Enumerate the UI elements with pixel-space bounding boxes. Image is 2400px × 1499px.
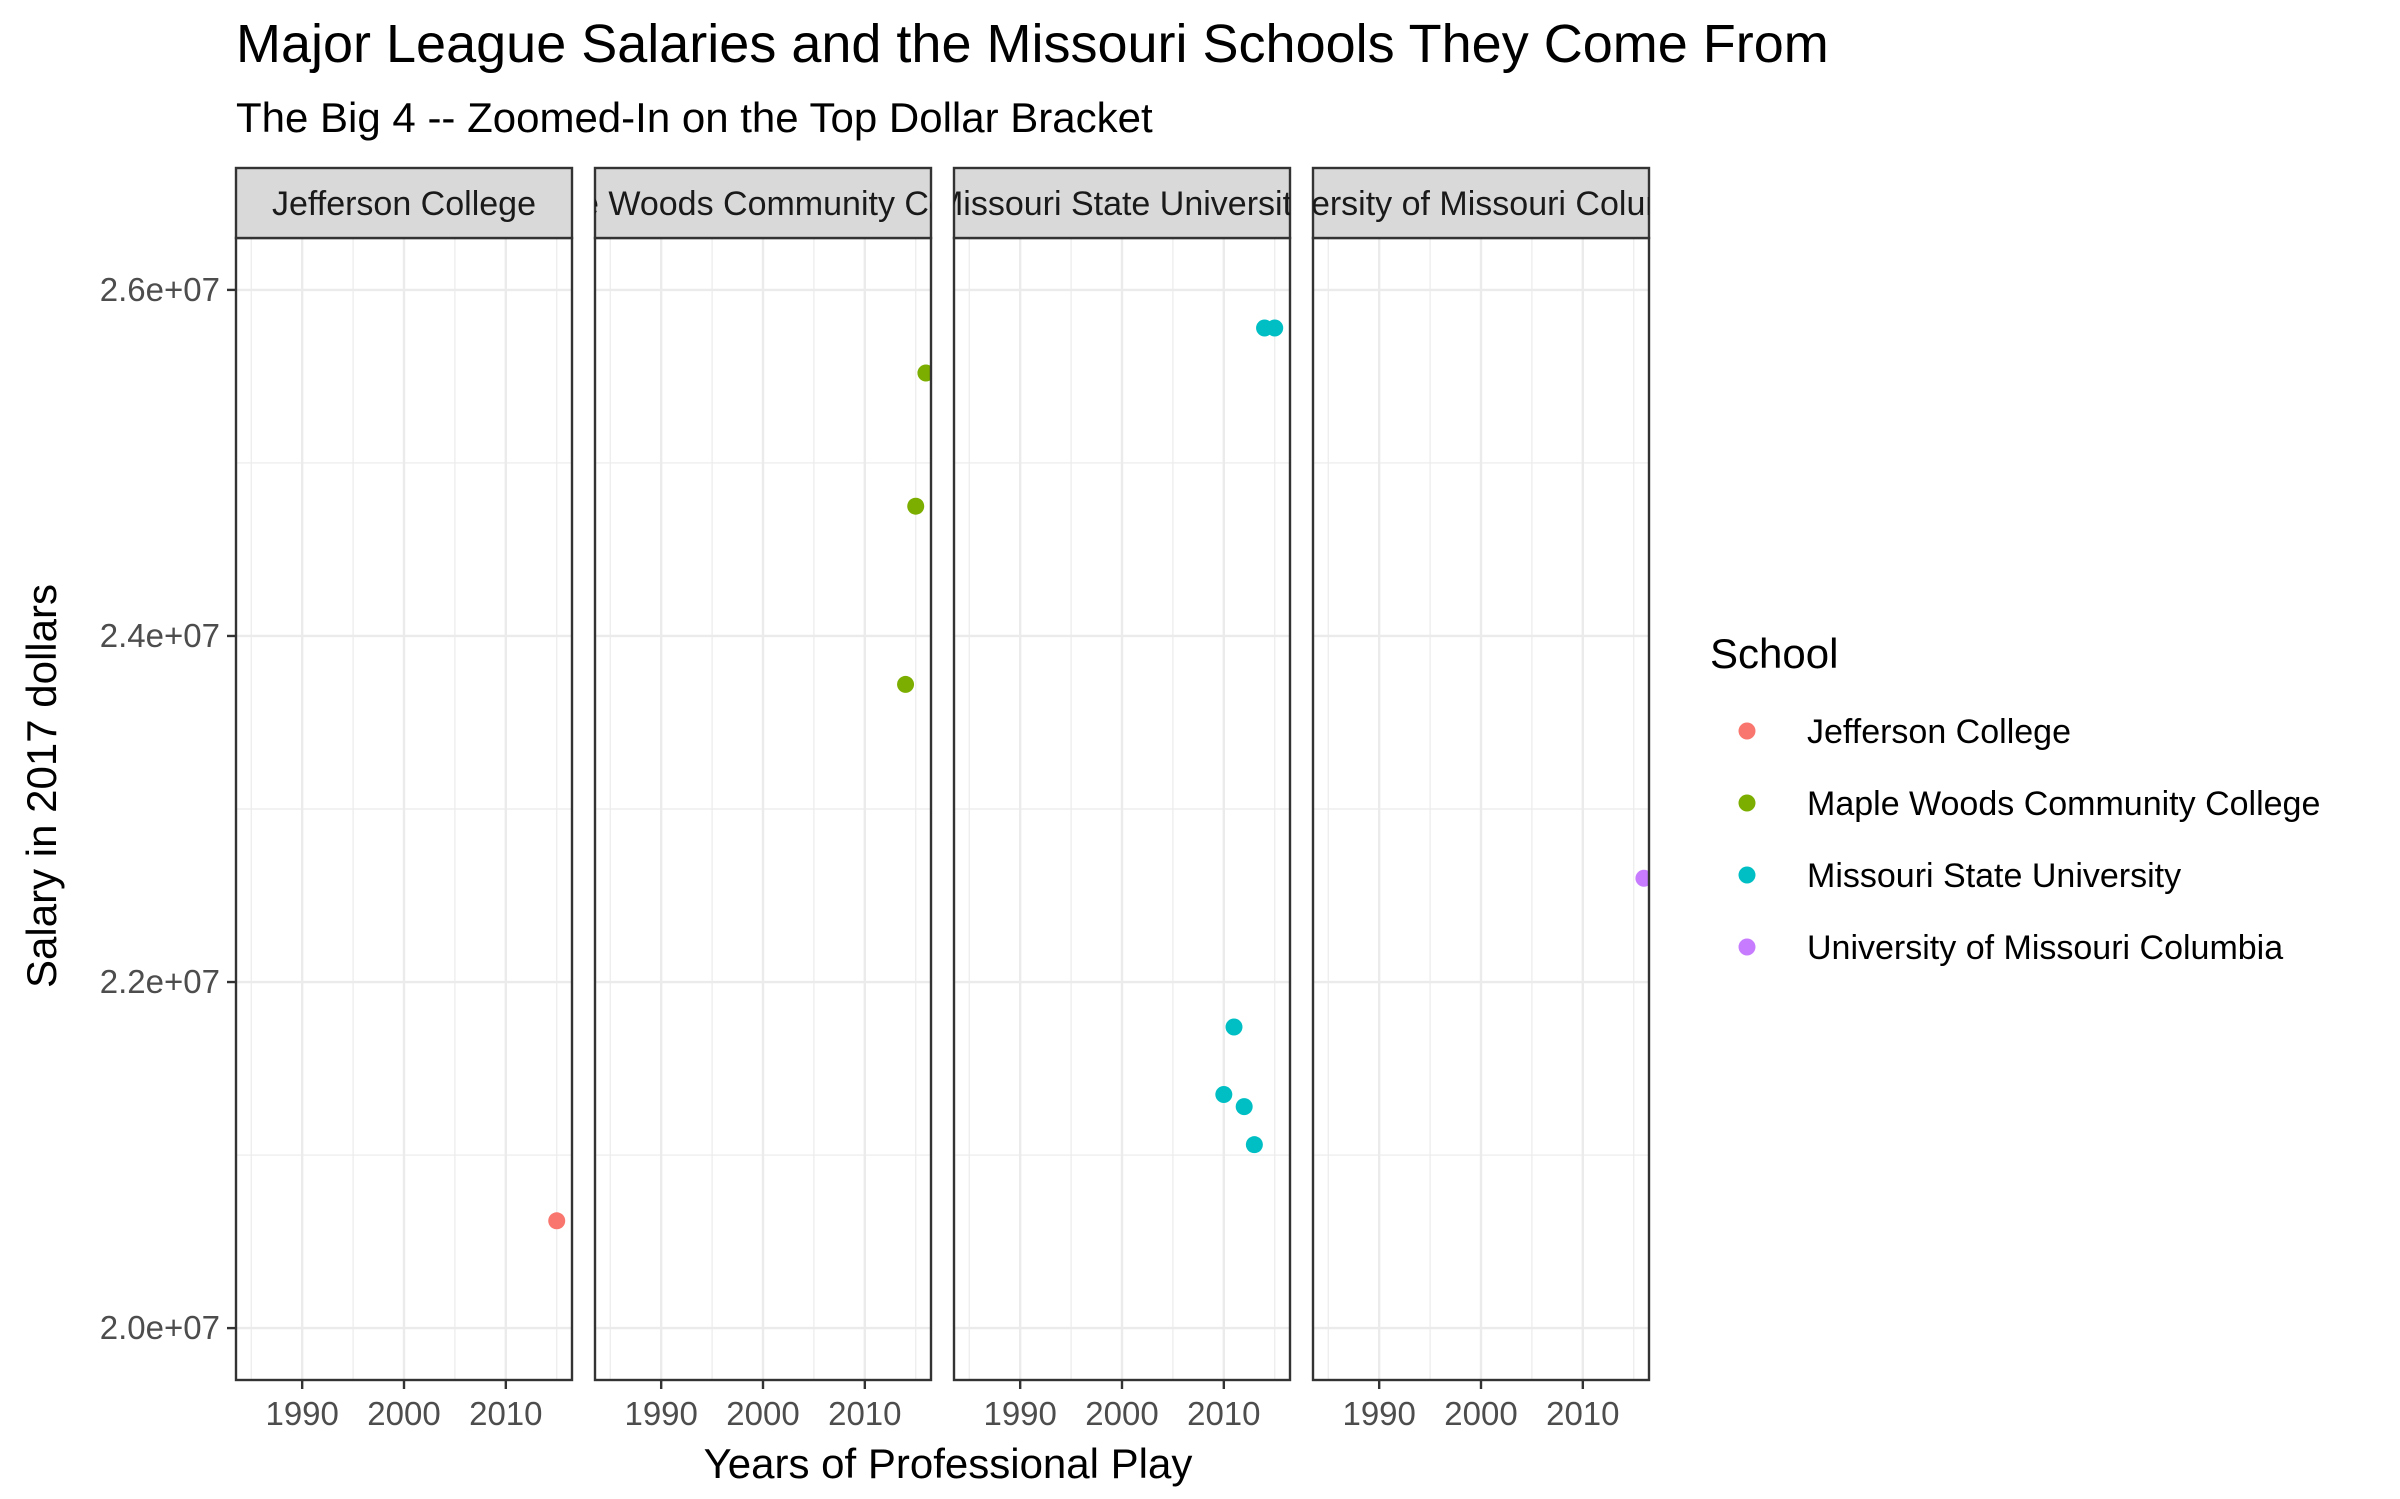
y-tick-label: 2.0e+07 [100,1309,220,1346]
data-point [1235,1098,1253,1116]
x-tick-label: 2010 [828,1395,901,1432]
data-point [1635,869,1649,887]
x-tick-label: 2010 [469,1395,542,1432]
panel-points [1635,869,1649,887]
facet-panel: Missouri State University 1990 2000 2010 [935,166,1309,1432]
legend-item: Maple Woods Community College [1738,785,2320,823]
panel-grid [595,238,931,1380]
facet-panel: Jefferson College 1990 2000 2010 [234,166,574,1432]
legend-label: Missouri State University [1807,857,2181,895]
x-tick-label: 1990 [624,1395,697,1432]
legend-key [1738,938,1756,956]
legend: School Jefferson College Maple Woods Commu… [1710,630,2320,967]
legend-item: Missouri State University [1738,857,2181,895]
panel-points [548,1212,566,1230]
facet-panel: University of Missouri Columbia 1990 2000 2… [1243,166,1719,1432]
x-tick-label: 2010 [1546,1395,1619,1432]
x-tick-label: 2000 [367,1395,440,1432]
x-tick-label: 1990 [1342,1395,1415,1432]
chart-title: Major League Salaries and the Missouri S… [236,14,1829,74]
facet-strip [952,166,1292,240]
data-point [897,675,915,693]
facet-strip [593,166,933,240]
legend-item: University of Missouri Columbia [1738,929,2283,967]
legend-label: University of Missouri Columbia [1807,929,2283,967]
legend-key [1738,866,1756,884]
facet-panel: Maple Woods Community College 1990 2000 201… [506,166,1019,1432]
legend-key [1738,794,1756,812]
y-tick-label: 2.4e+07 [100,617,220,654]
y-axis-title: Salary in 2017 dollars [18,584,65,988]
facet-strip-label: Missouri State University [935,185,1309,223]
facet-strip-label: University of Missouri Columbia [1243,185,1719,223]
x-tick-label: 2000 [1444,1395,1517,1432]
panel-grid [954,238,1290,1380]
y-tick-label: 2.6e+07 [100,271,220,308]
legend-label: Jefferson College [1807,713,2071,751]
data-point [1266,319,1284,337]
legend-title: School [1710,630,1838,677]
panel-points [1215,319,1284,1154]
x-tick-label: 1990 [983,1395,1056,1432]
facet-strip-label: Maple Woods Community College [506,185,1019,223]
y-axis: 2.0e+07 2.2e+07 2.4e+07 2.6e+07 [100,271,236,1346]
data-point [1245,1136,1263,1154]
legend-item: Jefferson College [1738,713,2071,751]
x-tick-label: 2010 [1187,1395,1260,1432]
y-tick-label: 2.2e+07 [100,963,220,1000]
panel-points [897,364,931,693]
x-tick-label: 2000 [1085,1395,1158,1432]
data-point [917,364,931,382]
data-point [548,1212,566,1230]
data-point [907,497,925,515]
facet-strip [234,166,574,240]
facet-strip-label: Jefferson College [272,185,536,223]
chart-subtitle: The Big 4 -- Zoomed-In on the Top Dollar… [236,94,1153,141]
panel-grid [1313,238,1649,1380]
panel-grid [236,238,572,1380]
data-point [1215,1086,1233,1103]
x-tick-label: 1990 [265,1395,338,1432]
x-axis-title: Years of Professional Play [704,1440,1193,1487]
data-point [1225,1018,1243,1036]
legend-key [1738,722,1756,740]
x-tick-label: 2000 [726,1395,799,1432]
legend-label: Maple Woods Community College [1807,785,2320,823]
facet-strip [1311,166,1651,240]
